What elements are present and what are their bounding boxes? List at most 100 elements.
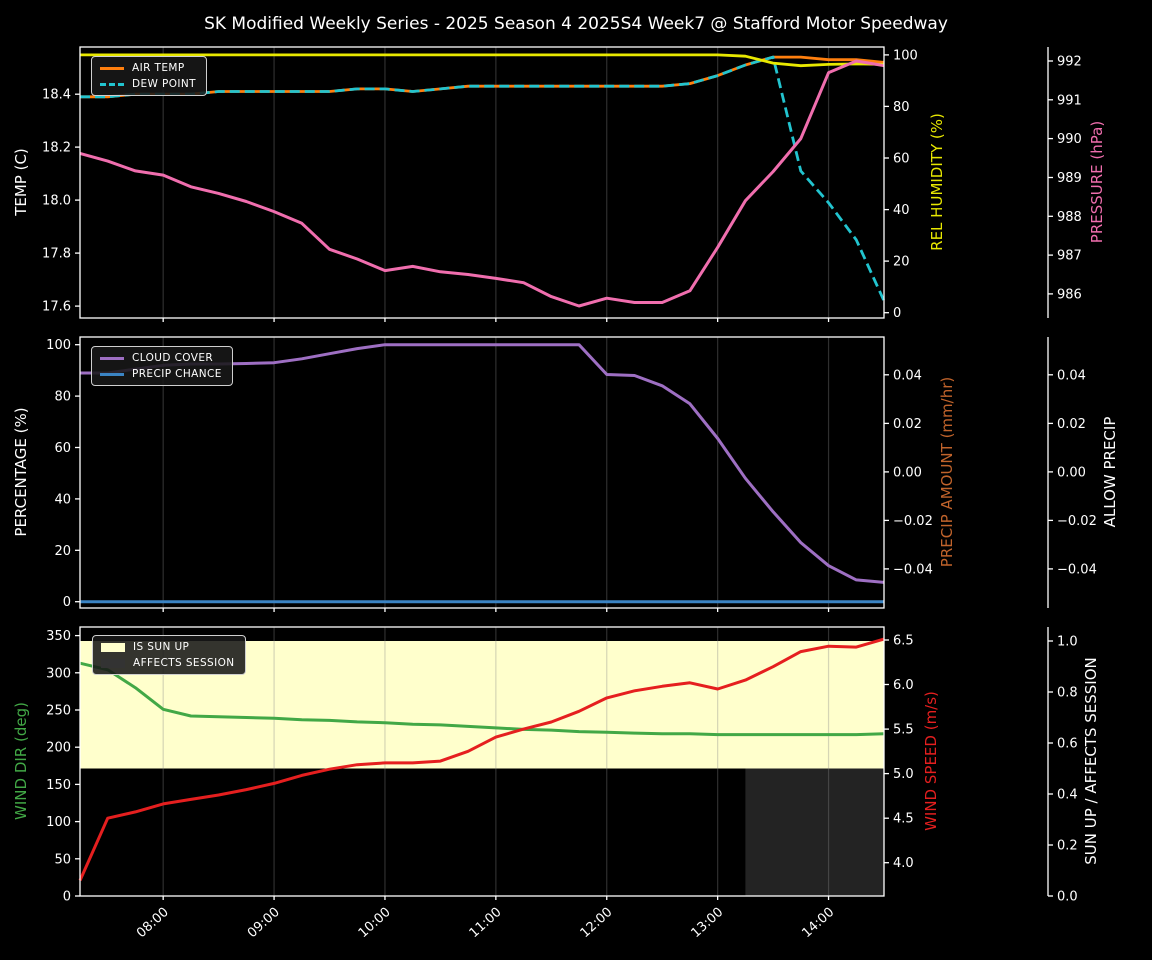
- legend-label-air-temp: AIR TEMP: [132, 62, 185, 74]
- legend-item-dew-point: DEW POINT: [100, 78, 196, 90]
- amt-tick-label: −0.02: [893, 514, 933, 529]
- spd-tick-label: 6.0: [893, 678, 914, 693]
- sun-tick-label: 0.4: [1057, 788, 1078, 803]
- wind-sun-panel-border: [79, 626, 885, 897]
- pct-tick-label: 20: [54, 544, 71, 559]
- pct-tick-label: 100: [46, 338, 71, 353]
- sun-tick-label: 0.0: [1057, 890, 1078, 905]
- air-temp-line-swatch: [100, 66, 124, 70]
- sun-tick-label: 0.6: [1057, 737, 1078, 752]
- legend-cloud-panel: CLOUD COVER PRECIP CHANCE: [91, 346, 233, 386]
- amt-tick-label: 0.02: [893, 417, 922, 432]
- x-tick-label: 08:00: [134, 905, 172, 941]
- spd-tick-label: 4.0: [893, 856, 914, 871]
- dir-tick-label: 250: [46, 704, 71, 719]
- allow-tick-label: −0.04: [1057, 562, 1097, 577]
- axis-title-rel-humidity: REL HUMIDITY (%): [928, 113, 946, 251]
- axis-title-allow-precip: ALLOW PRECIP: [1101, 416, 1119, 528]
- sun-tick-label: 1.0: [1057, 635, 1078, 650]
- hum-tick-label: 0: [893, 306, 901, 321]
- sun-tick-label: 0.8: [1057, 686, 1078, 701]
- x-tick-label: 12:00: [578, 905, 616, 941]
- axis-title-percentage: PERCENTAGE (%): [12, 407, 30, 537]
- legend-item-air-temp: AIR TEMP: [100, 62, 196, 74]
- dir-tick-label: 0: [63, 890, 71, 905]
- affects-session-swatch: [101, 658, 125, 668]
- axis-title-precip-amount: PRECIP AMOUNT (mm/hr): [938, 376, 956, 568]
- amt-tick-label: 0.04: [893, 368, 922, 383]
- hum-tick-label: 20: [893, 255, 910, 270]
- spd-tick-label: 5.0: [893, 767, 914, 782]
- pres-tick-label: 989: [1057, 171, 1082, 186]
- amt-tick-label: 0.00: [893, 465, 922, 480]
- legend-label-precip-chance: PRECIP CHANCE: [132, 368, 222, 380]
- dir-tick-label: 100: [46, 815, 71, 830]
- pct-tick-label: 0: [63, 595, 71, 610]
- spd-tick-label: 6.5: [893, 634, 914, 649]
- legend-temp-panel: AIR TEMP DEW POINT: [91, 56, 208, 96]
- legend-label-is-sun-up: IS SUN UP: [133, 641, 190, 653]
- temp-tick-label: 17.8: [42, 247, 71, 262]
- legend-wind-panel: IS SUN UP AFFECTS SESSION: [92, 635, 246, 675]
- legend-label-affects-session: AFFECTS SESSION: [133, 657, 235, 669]
- pres-tick-label: 988: [1057, 210, 1082, 225]
- allow-tick-label: 0.04: [1057, 368, 1086, 383]
- temp-tick-label: 18.2: [42, 141, 71, 156]
- hum-tick-label: 60: [893, 152, 910, 167]
- is-sun-up-swatch: [101, 642, 125, 652]
- allow-tick-label: 0.02: [1057, 417, 1086, 432]
- legend-item-affects-session: AFFECTS SESSION: [101, 657, 235, 669]
- air-temp-line: [80, 55, 885, 99]
- pct-tick-label: 80: [54, 390, 71, 405]
- sun-tick-label: 0.2: [1057, 839, 1078, 854]
- spd-tick-label: 5.5: [893, 723, 914, 738]
- chart-title: SK Modified Weekly Series - 2025 Season …: [204, 14, 948, 34]
- legend-label-dew-point: DEW POINT: [132, 78, 197, 90]
- temp-tick-label: 18.4: [42, 88, 71, 103]
- temp-tick-label: 18.0: [42, 194, 71, 209]
- x-tick-label: 10:00: [356, 905, 394, 941]
- hum-tick-label: 100: [893, 48, 918, 63]
- axis-title-temp: TEMP (C): [12, 148, 30, 216]
- axis-title-wind-speed: WIND SPEED (m/s): [922, 691, 940, 831]
- precip-chance-line-swatch: [100, 372, 124, 376]
- hum-tick-label: 80: [893, 100, 910, 115]
- axis-title-sun-up: SUN UP / AFFECTS SESSION: [1082, 657, 1100, 865]
- allow-tick-label: −0.02: [1057, 514, 1097, 529]
- rel-humidity-line: [80, 53, 885, 68]
- pressure-line: [79, 59, 885, 308]
- x-tick-label: 11:00: [467, 905, 505, 941]
- pres-tick-label: 992: [1057, 55, 1082, 70]
- hum-tick-label: 40: [893, 203, 910, 218]
- dir-tick-label: 350: [46, 629, 71, 644]
- dir-tick-label: 150: [46, 778, 71, 793]
- legend-label-cloud-cover: CLOUD COVER: [132, 352, 214, 364]
- x-tick-label: 14:00: [799, 905, 837, 941]
- amt-tick-label: −0.04: [893, 562, 933, 577]
- x-tick-label: 09:00: [245, 905, 283, 941]
- temp-tick-label: 17.6: [42, 300, 71, 315]
- spd-tick-label: 4.5: [893, 812, 914, 827]
- affects-session-band: [745, 768, 884, 896]
- dew-point-line-swatch: [100, 82, 124, 86]
- cloud-cover-line-swatch: [100, 356, 124, 360]
- temp-humidity-pressure-panel-border: [79, 46, 885, 319]
- pres-tick-label: 986: [1057, 287, 1082, 302]
- wind-dir-line: [79, 661, 885, 737]
- allow-tick-label: 0.00: [1057, 465, 1086, 480]
- pres-tick-label: 987: [1057, 249, 1082, 264]
- legend-item-cloud-cover: CLOUD COVER: [100, 352, 222, 364]
- pres-tick-label: 990: [1057, 132, 1082, 147]
- axis-title-wind-dir: WIND DIR (deg): [12, 702, 30, 820]
- legend-item-is-sun-up: IS SUN UP: [101, 641, 235, 653]
- pct-tick-label: 40: [54, 492, 71, 507]
- wind-speed-line: [78, 637, 885, 882]
- x-tick-label: 13:00: [688, 905, 726, 941]
- legend-item-precip-chance: PRECIP CHANCE: [100, 368, 222, 380]
- axis-title-pressure: PRESSURE (hPa): [1088, 120, 1106, 244]
- pct-tick-label: 60: [54, 441, 71, 456]
- dir-tick-label: 300: [46, 666, 71, 681]
- pres-tick-label: 991: [1057, 93, 1082, 108]
